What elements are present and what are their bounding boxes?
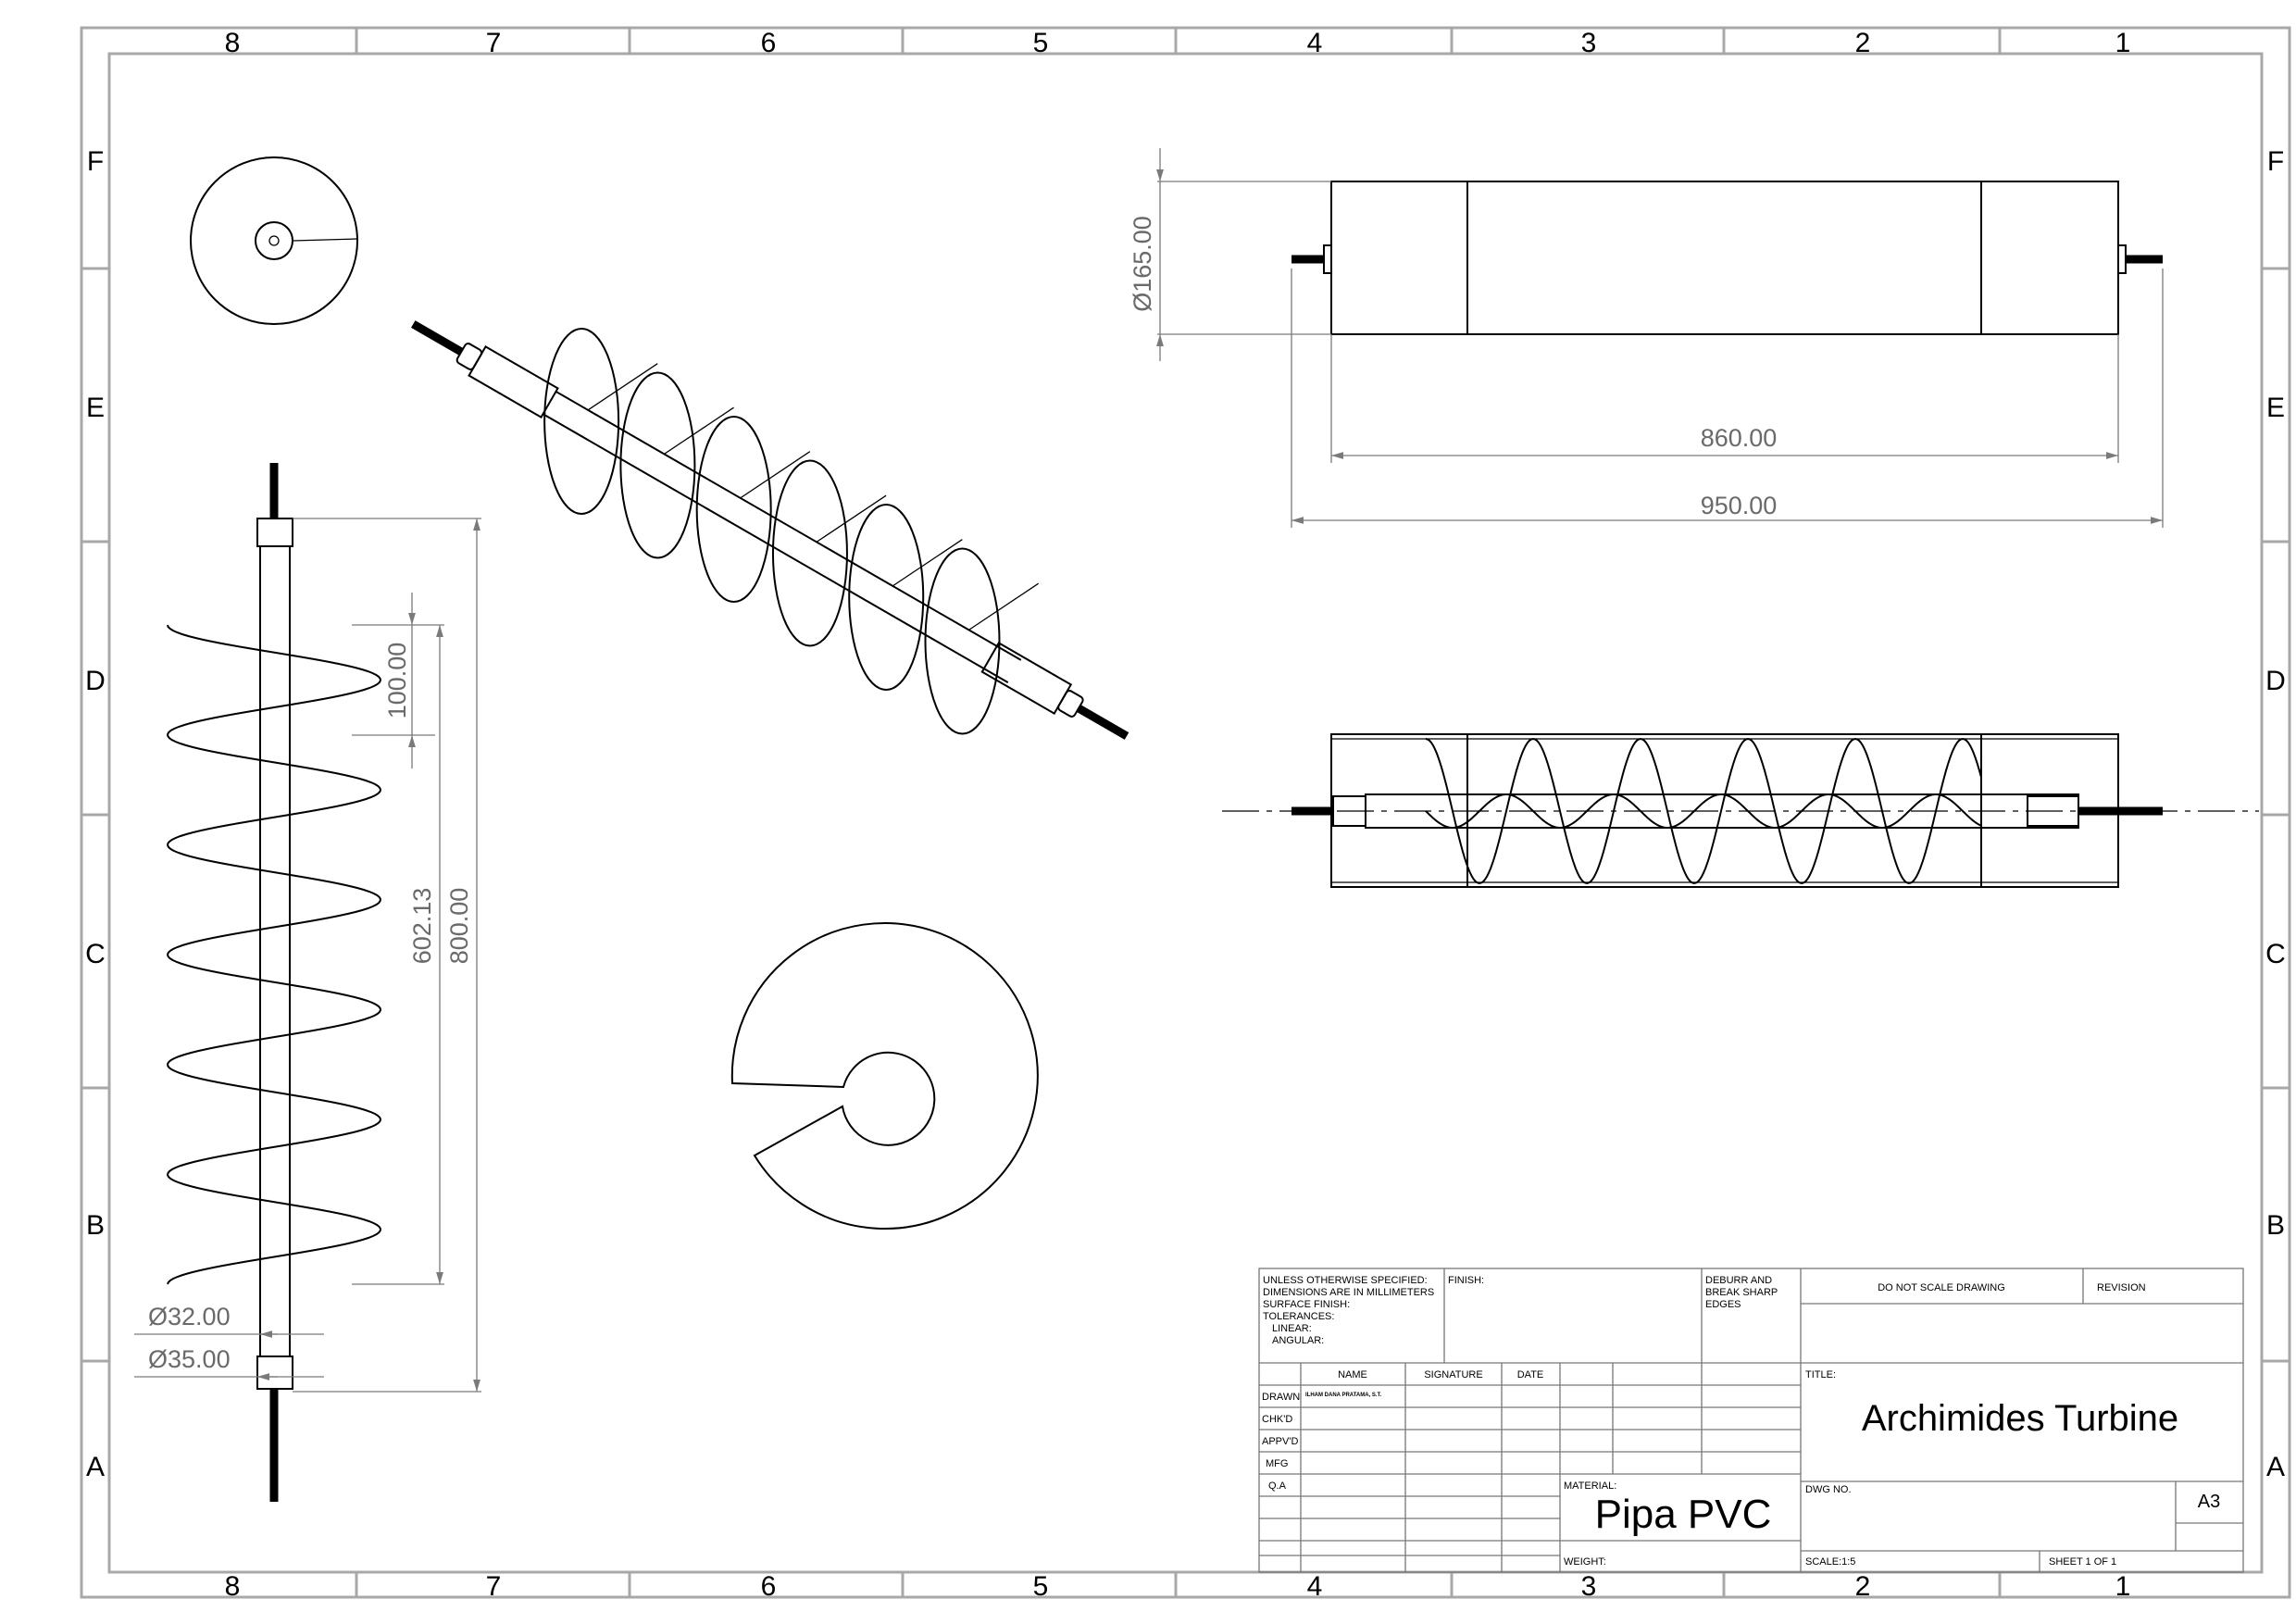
- tolerance-note-line: DIMENSIONS ARE IN MILLIMETERS: [1263, 1287, 1434, 1298]
- flight-edge: [892, 539, 963, 587]
- zone-col-label: 8: [225, 1571, 241, 1602]
- zone-row-label: C: [2265, 939, 2286, 969]
- zone-labels: 8 7 6 5 4 3 2 1 8 7 6 5 4 3 2 1 F E D C …: [85, 28, 2286, 1602]
- dimensions-vertical-view: 800.00 602.13 100.00 Ø32.00 Ø35.00: [134, 518, 481, 1393]
- zone-col-label: 3: [1581, 28, 1597, 58]
- section-view: [1222, 733, 2259, 888]
- zone-col-label: 1: [2115, 1571, 2131, 1602]
- screw-flight: [848, 504, 925, 691]
- deburr-note-line: BREAK SHARP: [1705, 1287, 1778, 1298]
- tolerance-note-line: TOLERANCES:: [1263, 1311, 1334, 1322]
- dim-602: 602.13: [408, 888, 436, 965]
- zone-row-label: E: [86, 393, 105, 423]
- flight-edge: [968, 582, 1039, 631]
- dim-35: Ø35.00: [148, 1345, 231, 1373]
- pipe-outer-view: Ø165.00 860.00 950.00: [1129, 148, 2164, 528]
- zone-col-label: 1: [2115, 28, 2131, 58]
- drawn-name: ILHAM DANA PRATAMA, S.T.: [1305, 1393, 1382, 1398]
- dim-100: 100.00: [383, 643, 411, 719]
- zone-row-label: B: [2266, 1210, 2285, 1241]
- zone-col-label: 7: [486, 1571, 502, 1602]
- tolerance-note-line: LINEAR:: [1272, 1323, 1312, 1334]
- sheet-label: SHEET 1 OF 1: [2049, 1556, 2116, 1568]
- material-label: MATERIAL:: [1564, 1480, 1616, 1492]
- col-date: DATE: [1517, 1369, 1544, 1380]
- deburr-note-line: EDGES: [1705, 1299, 1741, 1310]
- flight-edge: [740, 451, 811, 499]
- flight-edge: [664, 406, 734, 455]
- revision-label: REVISION: [2097, 1282, 2146, 1293]
- zone-row-label: B: [86, 1210, 105, 1241]
- title-label: TITLE:: [1805, 1369, 1836, 1380]
- row-qa: Q.A: [1268, 1480, 1287, 1492]
- end-view: [190, 156, 358, 325]
- zone-col-label: 4: [1307, 28, 1323, 58]
- isometric-screw-view: [411, 320, 1129, 740]
- row-checked: CHK'D: [1262, 1414, 1292, 1425]
- zone-col-label: 2: [1855, 28, 1871, 58]
- flight-edge: [816, 494, 887, 543]
- scale-label: SCALE:1:5: [1805, 1556, 1855, 1568]
- screw-flight: [695, 416, 772, 603]
- dim-32: Ø32.00: [148, 1303, 231, 1330]
- zone-col-label: 2: [1855, 1571, 1871, 1602]
- drawing-title: Archimides Turbine: [1862, 1398, 2178, 1439]
- zone-col-label: 7: [486, 28, 502, 58]
- zone-row-label: A: [2266, 1452, 2285, 1482]
- tolerance-note-line: ANGULAR:: [1272, 1335, 1324, 1346]
- row-approved: APPV'D: [1262, 1436, 1298, 1447]
- sheet-border: [80, 26, 2291, 1599]
- row-drawn: DRAWN: [1262, 1392, 1300, 1403]
- deburr-note-line: DEBURR AND: [1705, 1275, 1772, 1286]
- tolerance-note-line: UNLESS OTHERWISE SPECIFIED:: [1263, 1275, 1428, 1286]
- zone-col-label: 8: [225, 28, 241, 58]
- dim-800: 800.00: [445, 888, 473, 965]
- zone-row-label: F: [2267, 146, 2284, 177]
- material-value: Pipa PVC: [1595, 1492, 1772, 1537]
- zone-row-label: D: [85, 666, 106, 696]
- weight-label: WEIGHT:: [1564, 1556, 1606, 1568]
- side-view-vertical: [166, 463, 382, 1502]
- title-block: UNLESS OTHERWISE SPECIFIED: DIMENSIONS A…: [1258, 1268, 2244, 1573]
- tolerance-note-line: SURFACE FINISH:: [1263, 1299, 1350, 1310]
- sheet-size: A3: [2198, 1492, 2220, 1512]
- col-signature: SIGNATURE: [1424, 1369, 1482, 1380]
- zone-col-label: 3: [1581, 1571, 1597, 1602]
- zone-row-label: A: [86, 1452, 105, 1482]
- flight-blank-view: [730, 921, 1039, 1230]
- zone-row-label: F: [87, 146, 104, 177]
- finish-label: FINISH:: [1448, 1275, 1484, 1286]
- zone-col-label: 5: [1033, 1571, 1049, 1602]
- dim-165: Ø165.00: [1129, 216, 1156, 312]
- flight-edge: [587, 363, 658, 411]
- col-name: NAME: [1338, 1369, 1367, 1380]
- zone-col-label: 4: [1307, 1571, 1323, 1602]
- zone-row-label: D: [2265, 666, 2286, 696]
- zone-col-label: 6: [761, 28, 777, 58]
- do-not-scale-label: DO NOT SCALE DRAWING: [1878, 1282, 2005, 1293]
- dim-860: 860.00: [1701, 424, 1778, 452]
- zone-col-label: 6: [761, 1571, 777, 1602]
- dwg-no-label: DWG NO.: [1805, 1484, 1852, 1495]
- zone-col-label: 5: [1033, 28, 1049, 58]
- zone-row-label: E: [2266, 393, 2285, 423]
- dim-950: 950.00: [1701, 492, 1778, 519]
- zone-row-label: C: [85, 939, 106, 969]
- row-mfg: MFG: [1266, 1458, 1288, 1469]
